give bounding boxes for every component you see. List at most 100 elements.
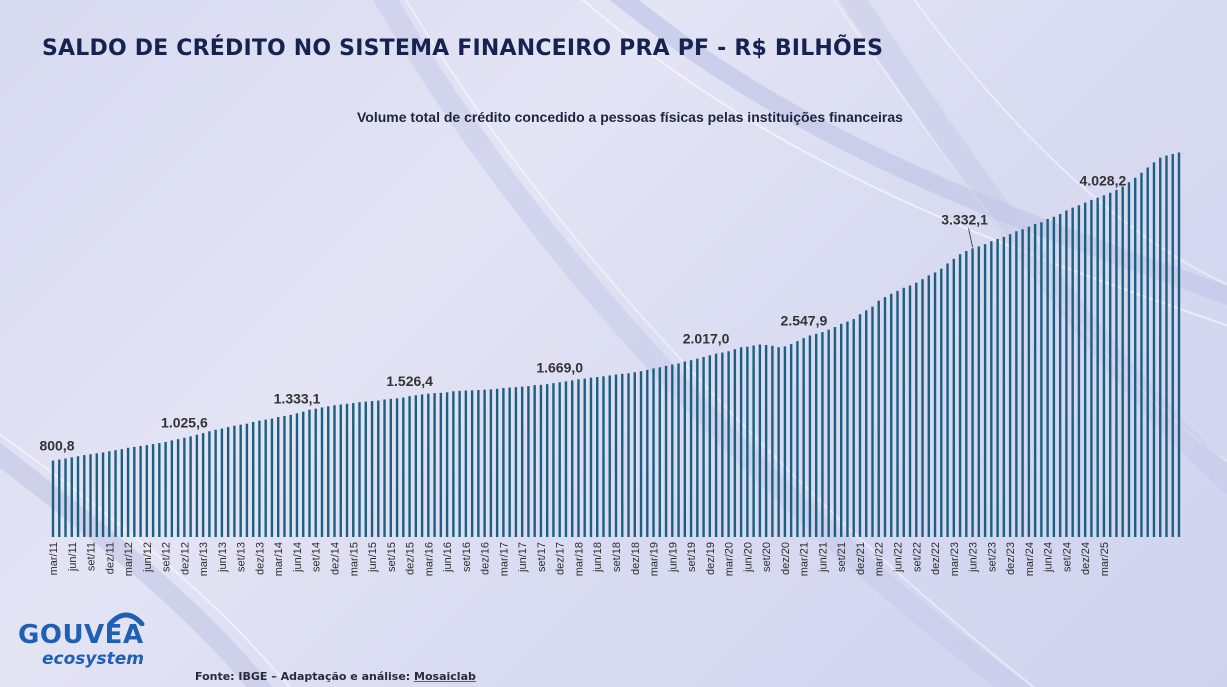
bar xyxy=(558,382,561,537)
bar xyxy=(289,414,292,537)
bar xyxy=(971,248,974,537)
bar xyxy=(764,344,768,537)
bar xyxy=(571,380,574,537)
bar xyxy=(189,436,192,537)
bar xyxy=(940,268,943,537)
bar xyxy=(514,387,518,537)
x-tick-label: set/19 xyxy=(686,542,698,572)
bar xyxy=(1121,186,1124,537)
bar xyxy=(683,361,687,537)
x-tick-label: dez/16 xyxy=(480,542,492,575)
bar xyxy=(151,444,155,537)
x-tick-label: dez/17 xyxy=(555,542,567,575)
bar xyxy=(201,433,205,537)
x-tick-label: jun/18 xyxy=(592,542,604,573)
x-tick-label: dez/22 xyxy=(930,542,942,575)
x-tick-label: set/17 xyxy=(536,542,548,572)
bar xyxy=(777,347,780,537)
bar xyxy=(327,406,330,537)
bar xyxy=(358,402,361,537)
bar xyxy=(1083,202,1087,537)
bar xyxy=(320,407,324,537)
x-tick-label: set/13 xyxy=(236,542,248,572)
bar xyxy=(101,452,105,537)
x-tick-label: dez/19 xyxy=(705,542,717,575)
chart-subtitle: Volume total de crédito concedido a pess… xyxy=(357,109,903,125)
bar xyxy=(1058,213,1062,538)
x-tick-label: set/20 xyxy=(761,542,773,572)
bar xyxy=(783,346,787,537)
bar xyxy=(483,389,486,537)
bar xyxy=(733,349,737,537)
source-note: Fonte: IBGE – Adaptação e análise: Mosai… xyxy=(195,670,476,683)
bar xyxy=(1027,226,1031,537)
bar xyxy=(433,393,436,537)
bar xyxy=(915,282,918,537)
bar xyxy=(470,390,474,537)
x-tick-label: jun/16 xyxy=(442,542,454,573)
bar xyxy=(64,458,67,537)
bar xyxy=(627,373,630,537)
x-tick-label: dez/24 xyxy=(1080,542,1092,575)
bar xyxy=(277,416,280,537)
bar xyxy=(727,351,730,537)
x-tick-label: jun/19 xyxy=(667,542,679,573)
bar xyxy=(270,418,274,537)
bar xyxy=(614,374,618,537)
x-axis-ticks: mar/11 jun/11 set/11 dez/11 mar/12 jun/12 set/… xyxy=(48,542,1111,576)
bar xyxy=(1140,172,1143,537)
bar xyxy=(195,434,199,537)
bar xyxy=(1096,197,1099,537)
bar xyxy=(520,386,524,537)
bar xyxy=(664,365,668,537)
bar xyxy=(439,392,443,537)
bar xyxy=(608,375,611,537)
data-label: 1.669,0 xyxy=(536,359,583,375)
data-label: 4.028,2 xyxy=(1080,172,1127,188)
bar xyxy=(708,355,712,537)
bar xyxy=(220,428,224,537)
bar xyxy=(139,445,142,537)
bar xyxy=(833,327,837,537)
bar xyxy=(677,363,680,537)
bar xyxy=(1040,222,1043,538)
bar xyxy=(170,440,174,537)
bar xyxy=(596,377,599,537)
bar xyxy=(114,450,117,537)
bar xyxy=(589,377,593,537)
bar xyxy=(389,398,392,537)
bar xyxy=(1177,152,1181,538)
bar xyxy=(983,244,987,538)
x-tick-label: dez/23 xyxy=(1005,542,1017,575)
bar xyxy=(58,459,61,537)
bar xyxy=(1077,205,1081,537)
bar xyxy=(696,358,699,537)
bar xyxy=(420,394,424,537)
logo-arc-icon xyxy=(107,612,145,626)
bar xyxy=(1090,200,1093,537)
bar xyxy=(1071,207,1074,537)
x-tick-label: set/15 xyxy=(386,542,398,572)
bar xyxy=(264,419,267,537)
bar xyxy=(314,408,317,537)
bar xyxy=(877,300,880,537)
x-tick-label: jun/13 xyxy=(217,542,229,573)
bar xyxy=(802,338,805,537)
bar xyxy=(921,279,924,537)
x-tick-label: set/21 xyxy=(836,542,848,572)
bar xyxy=(871,306,874,537)
x-tick-label: jun/11 xyxy=(67,542,79,572)
bar xyxy=(621,373,624,537)
bar xyxy=(977,246,981,537)
data-label: 1.025,6 xyxy=(161,415,208,431)
x-tick-label: mar/18 xyxy=(574,542,586,576)
bar xyxy=(527,386,530,537)
bar xyxy=(214,429,217,537)
bar xyxy=(414,395,418,537)
bar xyxy=(452,391,455,537)
bar xyxy=(1171,154,1174,537)
bar xyxy=(1152,162,1156,537)
bar xyxy=(639,371,643,537)
bar xyxy=(1127,182,1131,537)
bar xyxy=(552,383,555,537)
